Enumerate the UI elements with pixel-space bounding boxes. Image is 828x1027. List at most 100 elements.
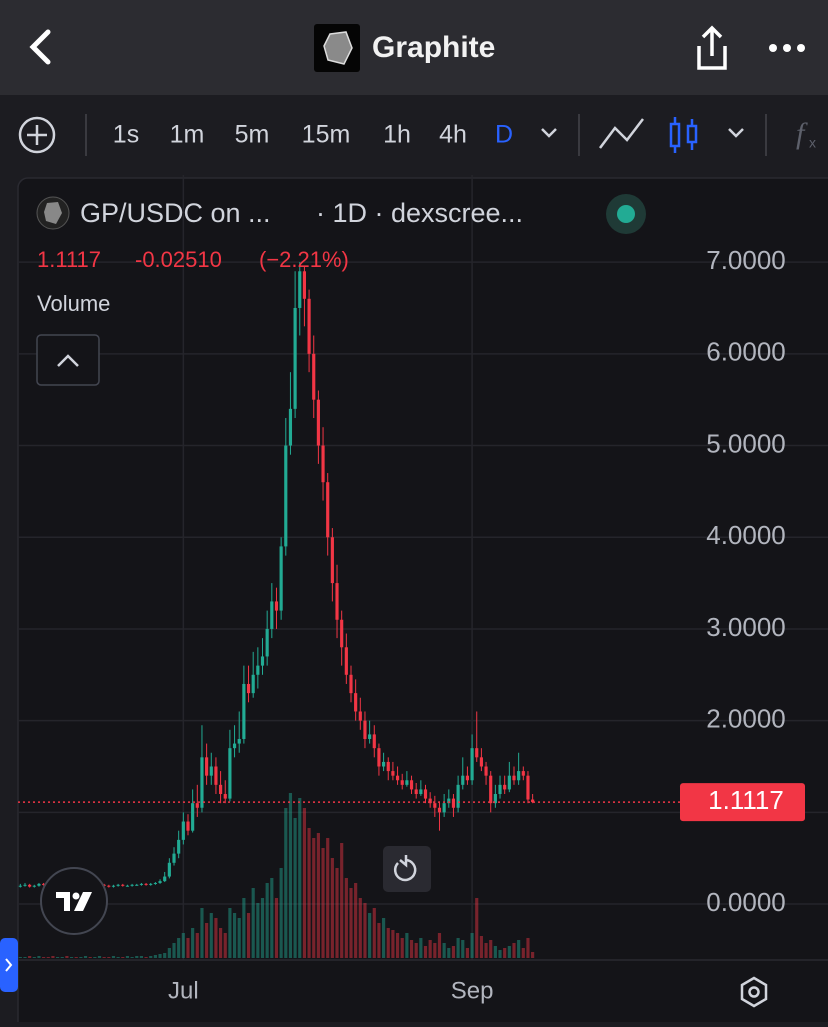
collapse-button[interactable] [36,334,100,386]
candle-body [433,803,437,808]
candle-body [414,789,418,795]
interval-option[interactable]: 1h [383,121,411,149]
y-tick-label: 6.0000 [706,337,786,367]
volume-bar [372,908,376,958]
tradingview-logo[interactable] [40,867,108,935]
volume-bar [517,940,521,958]
volume-bar [344,878,348,958]
candle-body [521,771,525,776]
candle-body [228,748,232,799]
volume-bar [321,848,325,958]
volume-bar [83,956,88,958]
more-button[interactable] [769,44,805,52]
volume-bar [475,898,479,958]
symbol-name[interactable]: GP/USDC on ... [80,198,271,228]
volume-bar [400,938,404,958]
volume-bar [391,930,395,958]
volume-bar [158,954,162,958]
volume-bar [32,957,36,958]
back-button[interactable] [29,29,51,65]
last-price-label: 1.1117 [708,785,784,815]
candle-body [377,748,381,767]
volume-bar [330,858,334,958]
reset-button[interactable] [383,846,431,892]
interval-option[interactable]: 4h [439,121,467,149]
candle-body [312,353,316,400]
candle-body [321,445,325,483]
candle-body [265,628,269,657]
volume-bar [461,940,465,958]
volume-bar [93,957,97,958]
interval-option[interactable]: 5m [235,121,270,149]
y-tick-label: 5.0000 [706,428,786,458]
volume-bar [167,948,171,958]
side-tab[interactable] [0,938,18,992]
interval-option[interactable]: 15m [302,121,351,149]
volume-bar [69,957,74,958]
volume-bar [223,933,227,958]
volume-bar [316,833,320,958]
candle-body [498,784,502,795]
volume-bar [42,957,46,958]
candle-body [326,482,330,538]
volume-bar [246,913,251,958]
candle-body [456,784,460,808]
volume-bar [405,933,409,958]
volume-bar [88,957,92,958]
candle-body [181,821,185,840]
y-tick-label: 0.0000 [706,887,786,917]
volume-bar [414,943,418,958]
volume-bar [149,956,153,958]
chart-panel [17,177,828,1027]
volume-bar [74,957,78,958]
candle-body [288,408,293,446]
volume-bar [302,808,307,958]
interval-option[interactable]: 1s [113,121,139,149]
side-tab-icon [5,958,13,972]
interval-option[interactable]: 1m [170,121,205,149]
volume-bar [195,933,199,958]
add-indicator-button[interactable] [18,116,56,154]
volume-bar [228,908,232,958]
candle-body [209,766,213,776]
candle-body [451,798,456,808]
candle-body [111,885,116,887]
candle-body [391,771,395,776]
volume-bar [340,843,344,958]
volume-bar [298,798,302,958]
tv-dot [72,892,80,900]
candle-body [437,807,442,813]
volume-bar [456,938,460,958]
interval-option[interactable]: D [495,121,513,149]
interval-dropdown[interactable] [541,128,557,138]
settings-button[interactable] [740,976,768,1008]
tv-mark [56,892,92,911]
candle-body [256,665,260,675]
volume-bar [470,933,474,958]
legend-change-pct: (−2.21%) [259,247,349,272]
volume-bar [237,918,241,958]
indicator-fx-sub: x [809,135,816,151]
candle-body [284,445,288,547]
share-button[interactable] [697,25,727,70]
line-tool-button[interactable] [599,118,644,149]
volume-bar [186,938,190,958]
candle-body [219,784,223,795]
volume-bar [209,913,213,958]
candle-body [246,683,251,694]
volume-bar [121,957,125,958]
volume-bar [363,903,367,958]
candle-body [419,789,423,795]
volume-bar [433,943,437,958]
y-tick-label: 2.0000 [706,704,786,734]
volume-bar [451,946,456,958]
candle-type-button[interactable] [669,117,698,153]
legend-last: 1.1117 [37,247,101,272]
volume-bar [200,908,204,958]
candle-body [358,711,362,721]
chart-type-dropdown[interactable] [728,128,744,138]
volume-bar [288,793,293,958]
volume-bar [214,918,218,958]
candle-body [400,780,404,785]
volume-bar [447,948,451,958]
